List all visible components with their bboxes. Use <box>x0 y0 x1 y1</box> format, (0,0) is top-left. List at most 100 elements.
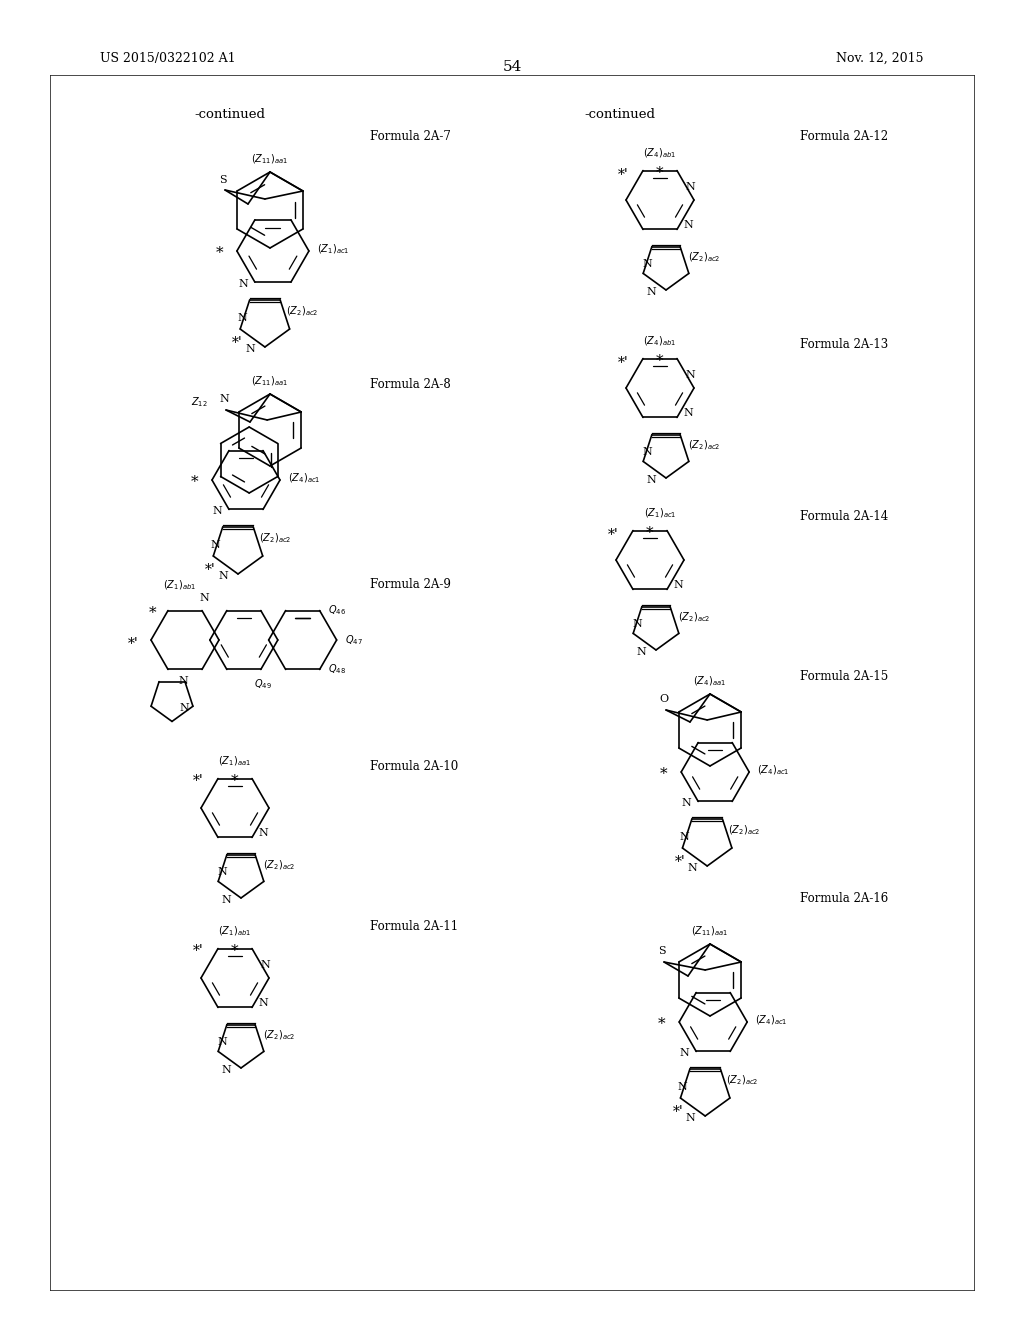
Text: S: S <box>658 946 666 956</box>
Text: N: N <box>685 370 695 380</box>
Text: $(Z_2)_{ac2}$: $(Z_2)_{ac2}$ <box>728 822 761 837</box>
Text: *': *' <box>618 355 629 370</box>
Text: N: N <box>678 1082 687 1092</box>
Text: Formula 2A-14: Formula 2A-14 <box>800 510 888 523</box>
Text: $Q_{46}$: $Q_{46}$ <box>328 603 345 618</box>
Text: $(Z_1)_{aa1}$: $(Z_1)_{aa1}$ <box>218 755 252 768</box>
Text: N: N <box>646 286 656 297</box>
Text: S: S <box>219 176 226 185</box>
Text: N: N <box>681 799 691 808</box>
Text: $Q_{48}$: $Q_{48}$ <box>328 663 345 676</box>
Text: N: N <box>218 572 228 581</box>
Text: *: * <box>230 944 238 957</box>
Text: *': *' <box>232 337 243 350</box>
Text: N: N <box>210 540 220 550</box>
Text: Formula 2A-7: Formula 2A-7 <box>370 129 451 143</box>
Text: $(Z_1)_{ab1}$: $(Z_1)_{ab1}$ <box>164 578 197 591</box>
Text: N: N <box>632 619 642 630</box>
Text: $(Z_4)_{aa1}$: $(Z_4)_{aa1}$ <box>693 675 726 688</box>
Text: $(Z_2)_{ac2}$: $(Z_2)_{ac2}$ <box>263 1028 296 1043</box>
Text: *: * <box>215 246 223 260</box>
Text: N: N <box>219 393 229 404</box>
Text: Formula 2A-15: Formula 2A-15 <box>800 671 888 682</box>
Text: *: * <box>655 354 663 367</box>
Text: N: N <box>646 475 656 484</box>
Text: Formula 2A-13: Formula 2A-13 <box>800 338 888 351</box>
Text: N: N <box>685 182 695 191</box>
Text: Formula 2A-16: Formula 2A-16 <box>800 892 888 906</box>
Text: $(Z_2)_{ac2}$: $(Z_2)_{ac2}$ <box>286 304 318 318</box>
Text: Formula 2A-11: Formula 2A-11 <box>370 920 458 933</box>
Text: N: N <box>238 279 248 289</box>
Text: *': *' <box>205 564 216 577</box>
Text: $(Z_2)_{ac2}$: $(Z_2)_{ac2}$ <box>726 1073 759 1086</box>
Text: $(Z_1)_{ac1}$: $(Z_1)_{ac1}$ <box>644 507 676 520</box>
Text: N: N <box>245 345 255 354</box>
Text: $(Z_1)_{ab1}$: $(Z_1)_{ab1}$ <box>218 924 252 939</box>
Text: Formula 2A-9: Formula 2A-9 <box>370 578 451 591</box>
Text: *: * <box>645 525 653 540</box>
Text: *: * <box>190 475 198 488</box>
Text: N: N <box>221 1065 231 1074</box>
Text: $(Z_1)_{ac1}$: $(Z_1)_{ac1}$ <box>316 242 349 256</box>
Text: N: N <box>642 447 652 458</box>
Text: N: N <box>642 260 652 269</box>
Text: N: N <box>683 220 693 231</box>
Text: N: N <box>673 581 683 590</box>
Text: *: * <box>659 767 668 781</box>
Text: $(Z_{11})_{aa1}$: $(Z_{11})_{aa1}$ <box>251 375 289 388</box>
Text: $(Z_4)_{ab1}$: $(Z_4)_{ab1}$ <box>643 147 677 160</box>
Text: *': *' <box>673 1105 683 1119</box>
Text: N: N <box>683 408 693 418</box>
Text: O: O <box>659 694 669 704</box>
Text: N: N <box>679 1048 689 1059</box>
Text: -continued: -continued <box>195 108 265 121</box>
Text: $(Z_4)_{ac1}$: $(Z_4)_{ac1}$ <box>757 763 790 776</box>
Text: *: * <box>655 165 663 180</box>
Text: *': *' <box>618 168 629 182</box>
Text: $(Z_4)_{ab1}$: $(Z_4)_{ab1}$ <box>643 334 677 348</box>
Text: US 2015/0322102 A1: US 2015/0322102 A1 <box>100 51 236 65</box>
Text: N: N <box>199 593 209 602</box>
Text: *': *' <box>194 774 204 788</box>
Text: 54: 54 <box>503 59 521 74</box>
Text: N: N <box>217 1038 227 1047</box>
Text: N: N <box>212 507 222 516</box>
Text: Nov. 12, 2015: Nov. 12, 2015 <box>837 51 924 65</box>
Text: *': *' <box>675 855 685 869</box>
Text: N: N <box>221 895 231 906</box>
Text: N: N <box>238 313 247 323</box>
Text: N: N <box>687 863 697 873</box>
Text: *: * <box>148 606 156 619</box>
Text: N: N <box>179 704 188 713</box>
Text: $(Z_{11})_{aa1}$: $(Z_{11})_{aa1}$ <box>251 152 289 166</box>
Text: *: * <box>230 774 238 788</box>
Text: *': *' <box>194 944 204 957</box>
Text: N: N <box>636 647 646 657</box>
Text: $(Z_2)_{ac2}$: $(Z_2)_{ac2}$ <box>688 251 721 264</box>
Text: $Q_{49}$: $Q_{49}$ <box>254 677 271 692</box>
Text: $(Z_2)_{ac2}$: $(Z_2)_{ac2}$ <box>678 611 711 624</box>
Text: $(Z_4)_{ac1}$: $(Z_4)_{ac1}$ <box>755 1014 787 1027</box>
Text: -continued: -continued <box>585 108 655 121</box>
Text: *': *' <box>608 528 618 541</box>
Text: N: N <box>217 867 227 878</box>
Text: N: N <box>258 829 267 838</box>
Text: $(Z_2)_{ac2}$: $(Z_2)_{ac2}$ <box>688 438 721 453</box>
Text: $Q_{47}$: $Q_{47}$ <box>345 634 362 647</box>
Text: Formula 2A-10: Formula 2A-10 <box>370 760 459 774</box>
Text: N: N <box>178 676 187 685</box>
Text: $(Z_2)_{ac2}$: $(Z_2)_{ac2}$ <box>263 858 296 873</box>
Text: $Z_{12}$: $Z_{12}$ <box>191 395 208 409</box>
Text: $(Z_2)_{ac2}$: $(Z_2)_{ac2}$ <box>259 531 292 545</box>
Text: N: N <box>685 1113 695 1123</box>
Text: N: N <box>260 960 270 970</box>
Text: *': *' <box>128 638 139 651</box>
Text: N: N <box>258 998 267 1008</box>
Text: Formula 2A-12: Formula 2A-12 <box>800 129 888 143</box>
Text: Formula 2A-8: Formula 2A-8 <box>370 378 451 391</box>
Text: $(Z_{11})_{aa1}$: $(Z_{11})_{aa1}$ <box>691 924 729 939</box>
Text: $(Z_4)_{ac1}$: $(Z_4)_{ac1}$ <box>288 471 321 484</box>
Text: N: N <box>680 832 689 842</box>
Text: *: * <box>657 1016 666 1031</box>
